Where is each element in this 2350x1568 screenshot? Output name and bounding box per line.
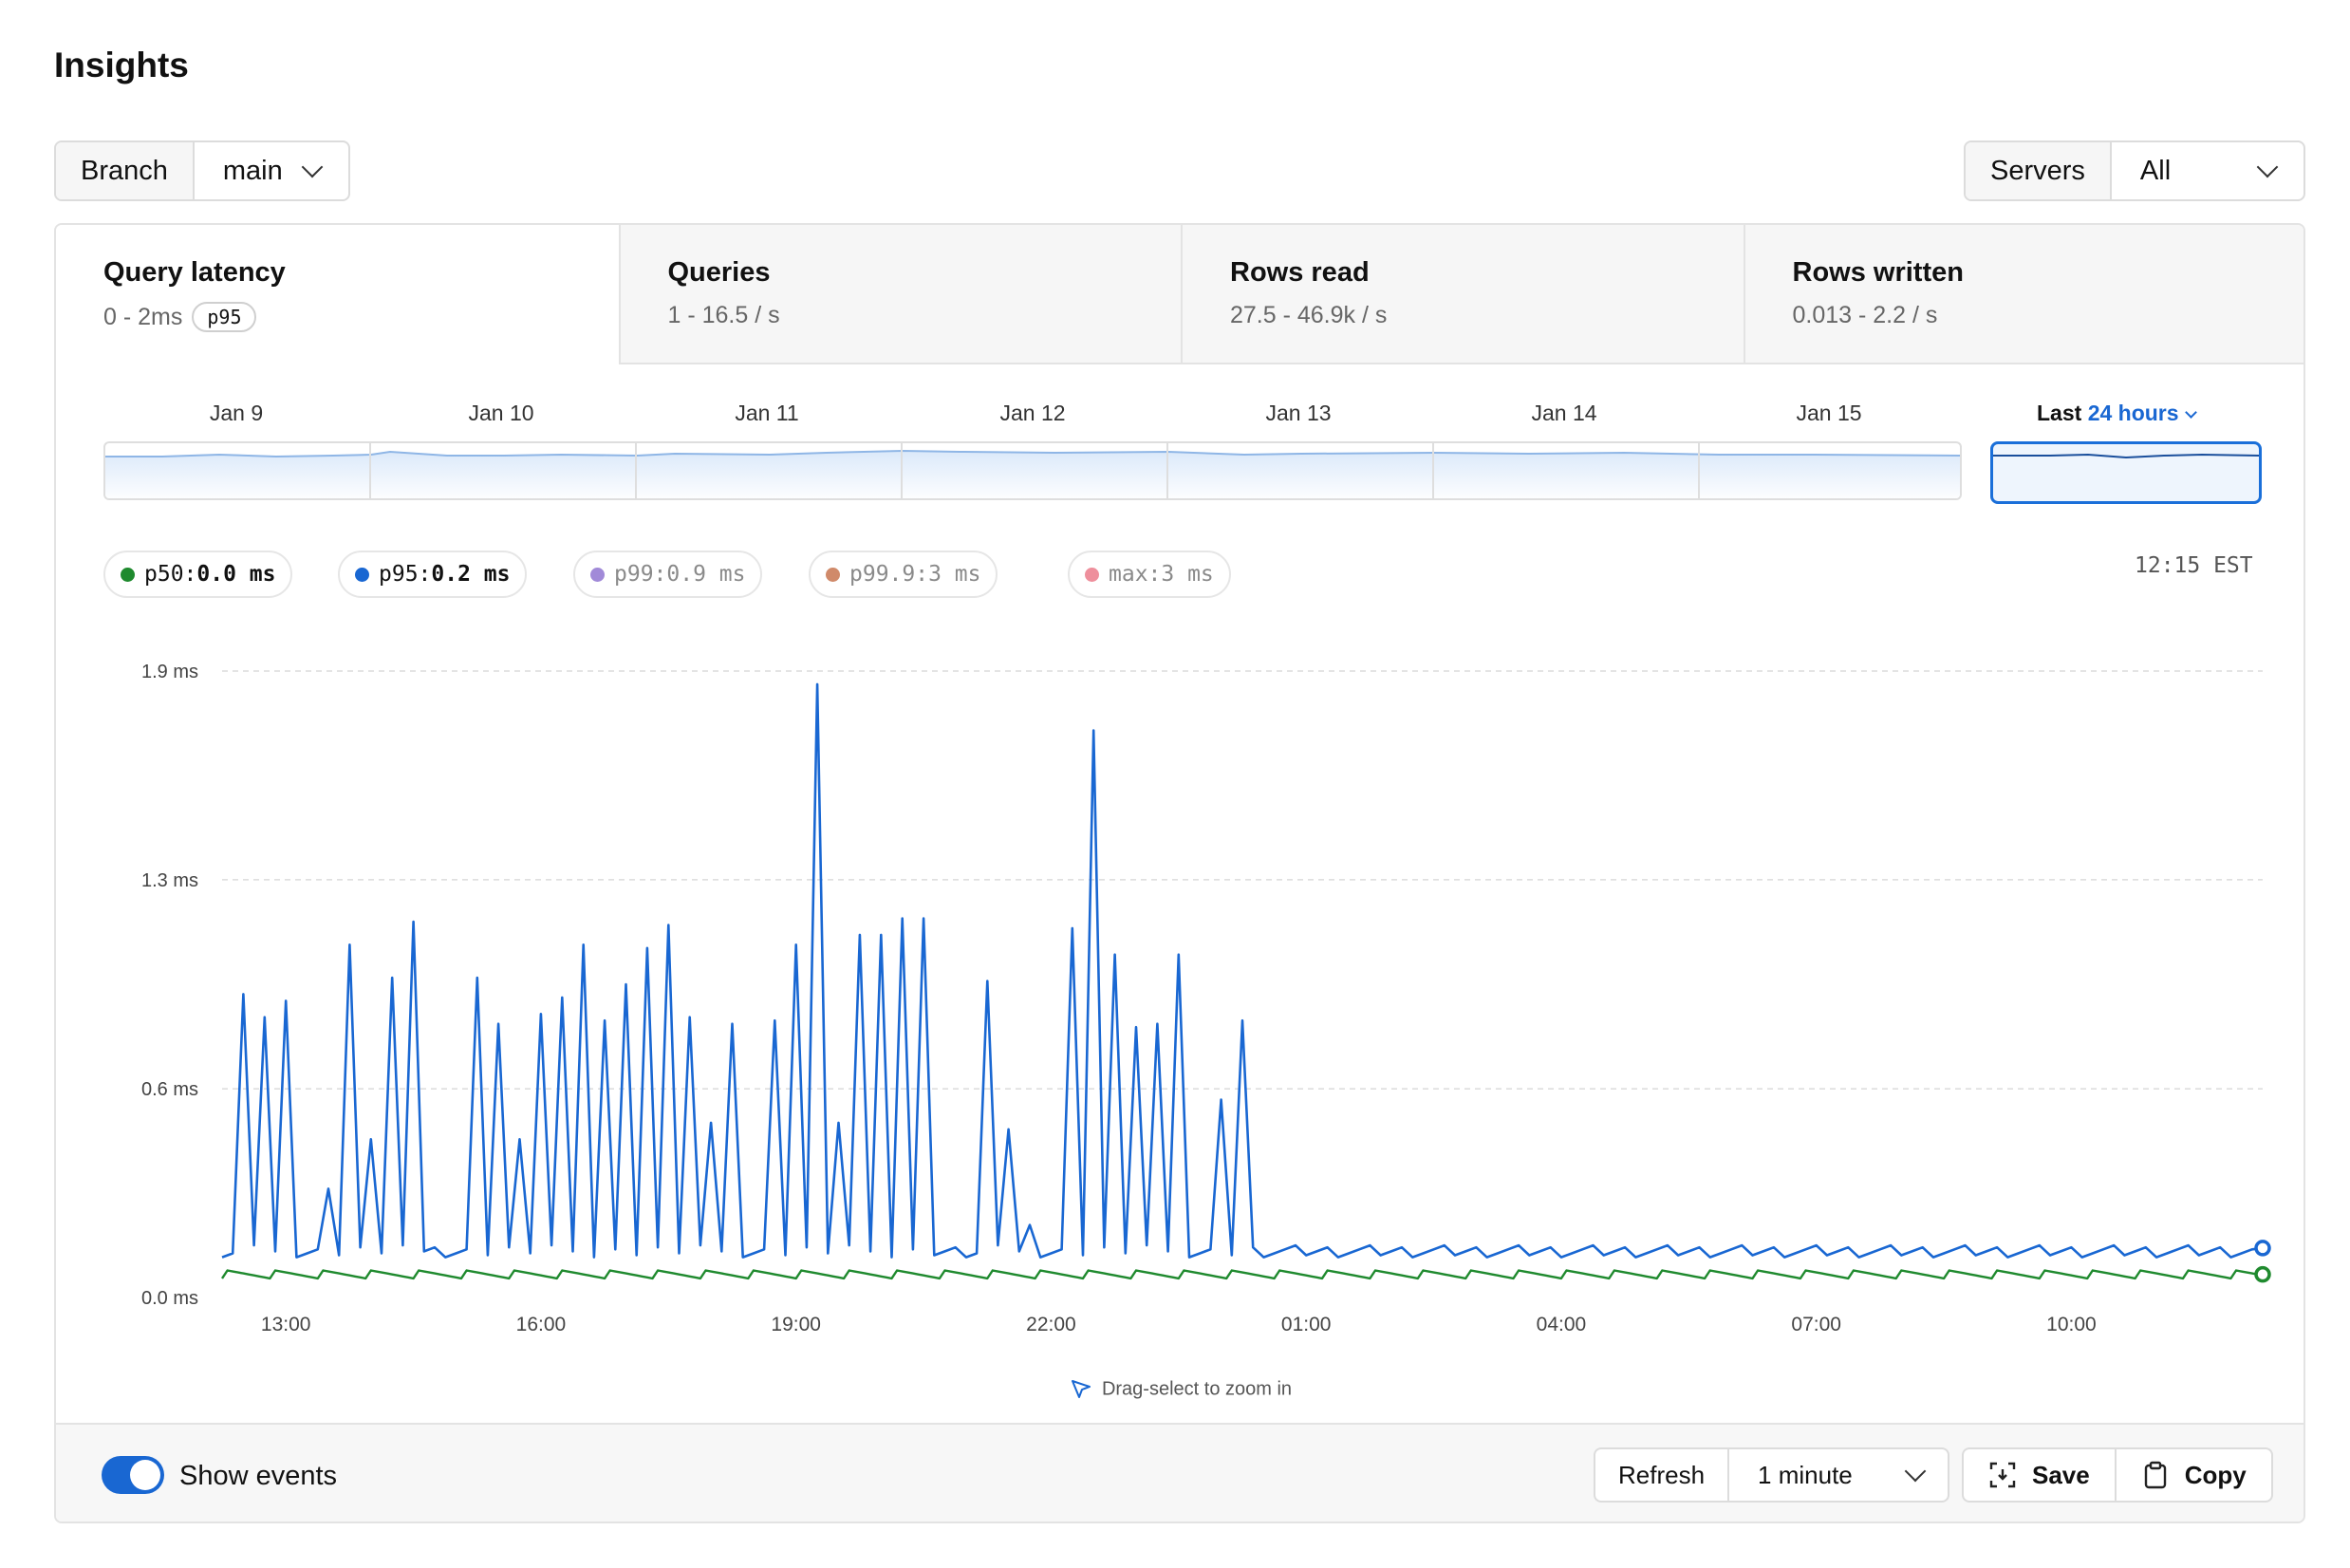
legend-value: 3 ms bbox=[1161, 562, 1214, 587]
legend-key: p99.9: bbox=[849, 562, 929, 587]
tab-range: 27.5 - 46.9k / s bbox=[1230, 302, 1388, 328]
p95-last-point bbox=[2254, 1240, 2271, 1257]
timeline-sparkline bbox=[105, 443, 1960, 498]
day-label: Jan 14 bbox=[1531, 401, 1597, 425]
y-tick-label: 0.6 ms bbox=[141, 1079, 198, 1100]
tab-title: Rows written bbox=[1792, 257, 1964, 288]
branch-value: main bbox=[222, 155, 283, 186]
copy-label: Copy bbox=[2184, 1460, 2247, 1489]
tab-title: Rows read bbox=[1230, 257, 1370, 288]
legend-value: 3 ms bbox=[928, 562, 981, 587]
branch-dropdown[interactable]: main bbox=[195, 142, 348, 199]
legend-value: 0.9 ms bbox=[666, 562, 746, 587]
tab-query-latency[interactable]: Query latency 0 - 2ms p95 bbox=[56, 225, 619, 364]
metric-tabs: Query latency 0 - 2ms p95 Queries 1 - 16.… bbox=[56, 225, 2303, 364]
page-title: Insights bbox=[54, 46, 189, 84]
branch-label: Branch bbox=[56, 142, 195, 199]
selected-range-window[interactable] bbox=[1990, 441, 2262, 504]
p95-series-line bbox=[221, 682, 2264, 1259]
tab-rows-read[interactable]: Rows read 27.5 - 46.9k / s bbox=[1181, 225, 1744, 364]
legend-value: 0.0 ms bbox=[196, 562, 276, 587]
zoom-hint-text: Drag-select to zoom in bbox=[1101, 1378, 1293, 1400]
cursor-icon bbox=[1071, 1380, 1091, 1398]
toggle-knob bbox=[130, 1460, 160, 1490]
p99-dot bbox=[590, 567, 605, 582]
insights-card: Query latency 0 - 2ms p95 Queries 1 - 16.… bbox=[54, 223, 2305, 1523]
day-label: Jan 11 bbox=[735, 401, 799, 425]
tab-range: 0.013 - 2.2 / s bbox=[1792, 302, 1938, 328]
last-value: 24 hours bbox=[2087, 401, 2179, 425]
tab-rows-written[interactable]: Rows written 0.013 - 2.2 / s bbox=[1743, 225, 2303, 364]
x-tick-label: 01:00 bbox=[1281, 1314, 1332, 1335]
p50-last-point bbox=[2254, 1265, 2271, 1283]
legend-key: max: bbox=[1109, 562, 1162, 587]
legend-chip-p99-9[interactable]: p99.9: 3 ms bbox=[809, 551, 998, 598]
zoom-hint: Drag-select to zoom in bbox=[56, 1378, 2303, 1401]
chevron-down-icon bbox=[1904, 1460, 1927, 1483]
save-label: Save bbox=[2032, 1460, 2090, 1489]
y-tick-label: 0.0 ms bbox=[141, 1288, 198, 1309]
export-controls: Save Copy bbox=[1962, 1447, 2273, 1503]
x-tick-label: 07:00 bbox=[1791, 1314, 1841, 1335]
max-dot bbox=[1085, 567, 1099, 582]
clipboard-icon bbox=[2144, 1461, 2166, 1489]
x-tick-label: 10:00 bbox=[2046, 1314, 2097, 1335]
chart-footer: Show events Refresh 1 minute Save bbox=[56, 1423, 2303, 1521]
percentile-badge: p95 bbox=[192, 302, 257, 332]
legend-chip-p99[interactable]: p99: 0.9 ms bbox=[573, 551, 763, 598]
show-events-toggle[interactable] bbox=[102, 1456, 164, 1494]
day-label: Jan 12 bbox=[999, 401, 1066, 425]
legend-value: 0.2 ms bbox=[431, 562, 511, 587]
x-tick-label: 13:00 bbox=[261, 1314, 311, 1335]
tab-range: 0 - 2ms bbox=[103, 303, 183, 330]
save-screenshot-icon bbox=[1989, 1462, 2016, 1488]
tab-title: Query latency bbox=[103, 257, 286, 288]
x-tick-label: 22:00 bbox=[1026, 1314, 1076, 1335]
selected-range-sparkline bbox=[1993, 453, 2259, 459]
legend-key: p95: bbox=[379, 562, 432, 587]
day-label: Jan 13 bbox=[1265, 401, 1332, 425]
refresh-interval-value: 1 minute bbox=[1758, 1460, 1853, 1489]
last-prefix: Last bbox=[2037, 401, 2082, 425]
p50-dot bbox=[121, 567, 135, 582]
day-label: Jan 9 bbox=[209, 401, 264, 425]
timeline-overview[interactable] bbox=[103, 441, 1962, 500]
refresh-interval-dropdown[interactable]: 1 minute bbox=[1727, 1449, 1948, 1501]
latency-chart[interactable]: 0.0 ms 0.6 ms 1.3 ms 1.9 ms 13:00 16:00 19:00 2… bbox=[56, 225, 2305, 1364]
legend-chip-p50[interactable]: p50: 0.0 ms bbox=[103, 551, 293, 598]
p99-9-dot bbox=[826, 567, 840, 582]
legend-chip-p95[interactable]: p95: 0.2 ms bbox=[338, 551, 528, 598]
branch-selector[interactable]: Branch main bbox=[54, 140, 350, 201]
servers-selector[interactable]: Servers All bbox=[1964, 140, 2305, 201]
y-tick-label: 1.9 ms bbox=[141, 662, 198, 682]
tab-range: 1 - 16.5 / s bbox=[667, 302, 780, 328]
refresh-control: Refresh 1 minute bbox=[1594, 1447, 1950, 1503]
tab-queries[interactable]: Queries 1 - 16.5 / s bbox=[618, 225, 1181, 364]
x-tick-label: 16:00 bbox=[516, 1314, 567, 1335]
day-label: Jan 10 bbox=[468, 401, 534, 425]
servers-dropdown[interactable]: All bbox=[2112, 142, 2303, 199]
timezone-label: 12:15 EST bbox=[2135, 553, 2253, 578]
day-label: Jan 15 bbox=[1796, 401, 1862, 425]
legend-chip-max[interactable]: max: 3 ms bbox=[1068, 551, 1231, 598]
copy-button[interactable]: Copy bbox=[2114, 1449, 2271, 1501]
refresh-button[interactable]: Refresh bbox=[1618, 1460, 1706, 1489]
p50-series-line bbox=[221, 1269, 2263, 1280]
time-range-selector[interactable]: Last 24 hours bbox=[2037, 401, 2197, 426]
show-events-label: Show events bbox=[179, 1461, 338, 1491]
y-tick-label: 1.3 ms bbox=[141, 870, 198, 891]
save-button[interactable]: Save bbox=[1964, 1449, 2115, 1501]
chevron-down-icon bbox=[2256, 156, 2279, 178]
p95-dot bbox=[355, 567, 369, 582]
chevron-down-icon bbox=[301, 156, 324, 178]
x-tick-label: 19:00 bbox=[771, 1314, 821, 1335]
tab-title: Queries bbox=[667, 257, 771, 288]
servers-value: All bbox=[2139, 155, 2172, 186]
x-tick-label: 04:00 bbox=[1537, 1314, 1587, 1335]
legend-key: p50: bbox=[144, 562, 197, 587]
servers-label: Servers bbox=[1966, 142, 2112, 199]
legend-key: p99: bbox=[614, 562, 667, 587]
